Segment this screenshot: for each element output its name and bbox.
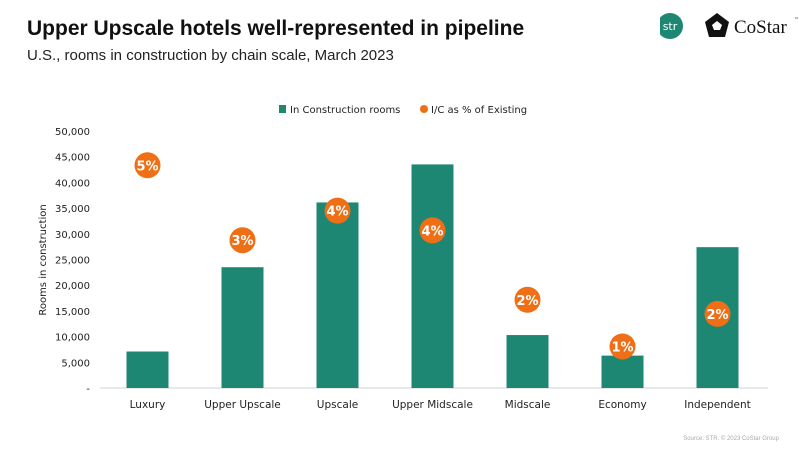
y-tick-label: 15,000 (55, 307, 90, 318)
pct-marker (229, 227, 256, 254)
x-tick-label: Upper Midscale (392, 399, 473, 411)
pct-marker-label: 1% (611, 340, 633, 355)
pct-marker-label: 3% (231, 234, 253, 249)
x-tick-label: Independent (684, 399, 751, 411)
source-note: Source: STR. © 2023 CoStar Group (683, 436, 779, 442)
bar-midscale (506, 335, 549, 388)
str-logo-text: str (663, 20, 678, 33)
pct-marker-label: 4% (326, 205, 348, 220)
x-axis-labels: Luxury Upper Upscale Upscale Upper Midscale… (130, 399, 751, 411)
legend-label-bars: In Construction rooms (290, 105, 400, 116)
y-tick-label: 45,000 (55, 153, 90, 164)
y-tick-label: 20,000 (55, 281, 90, 292)
logos: str CoStar ™ (657, 12, 799, 47)
y-tick-label: 30,000 (55, 230, 90, 241)
y-tick-label: 40,000 (55, 178, 90, 189)
pct-marker (514, 286, 541, 313)
bar-economy (601, 355, 644, 388)
legend-swatch-markers (420, 105, 428, 113)
legend: In Construction rooms I/C as % of Existi… (279, 105, 527, 116)
pct-marker-label: 5% (136, 159, 158, 174)
y-tick-label: 5,000 (61, 358, 90, 369)
y-tick-label: 25,000 (55, 256, 90, 267)
y-tick-label: - (86, 384, 90, 395)
bar-upper-midscale (411, 164, 454, 388)
pct-marker (704, 300, 731, 327)
pct-marker (324, 197, 351, 224)
pct-marker (419, 217, 446, 244)
costar-star-icon (705, 13, 729, 37)
bar-upper-upscale (221, 267, 264, 388)
costar-tm: ™ (794, 17, 799, 23)
pct-marker-label: 2% (706, 308, 728, 323)
x-tick-label: Midscale (505, 399, 551, 411)
legend-swatch-bars (279, 105, 286, 113)
bar-upscale (316, 202, 359, 388)
y-tick-label: 50,000 (55, 127, 90, 138)
chart-title: Upper Upscale hotels well-represented in… (27, 17, 525, 40)
y-axis-ticks: - 5,000 10,000 15,000 20,000 25,000 30,000 35,0… (55, 127, 90, 395)
bars (126, 164, 739, 388)
y-tick-label: 35,000 (55, 204, 90, 215)
chart-subtitle: U.S., rooms in construction by chain sca… (27, 47, 394, 64)
x-tick-label: Luxury (130, 399, 166, 411)
pct-marker-label: 2% (516, 294, 538, 309)
str-logo (657, 13, 683, 39)
pct-marker (609, 333, 636, 360)
logo-group: str CoStar ™ (657, 13, 799, 39)
y-axis-title: Rooms in construction (38, 204, 49, 315)
pct-marker-label: 4% (421, 224, 443, 239)
pct-markers: 5% 3% 4% 4% 2% 1% 2% (134, 152, 731, 360)
x-tick-label: Upper Upscale (204, 399, 281, 411)
bar-luxury (126, 351, 169, 388)
legend-label-markers: I/C as % of Existing (431, 105, 527, 116)
x-tick-label: Economy (598, 399, 646, 411)
costar-logo-text: CoStar (734, 17, 787, 38)
x-tick-label: Upscale (317, 399, 358, 411)
y-tick-label: 10,000 (55, 333, 90, 344)
pct-marker (134, 152, 161, 179)
